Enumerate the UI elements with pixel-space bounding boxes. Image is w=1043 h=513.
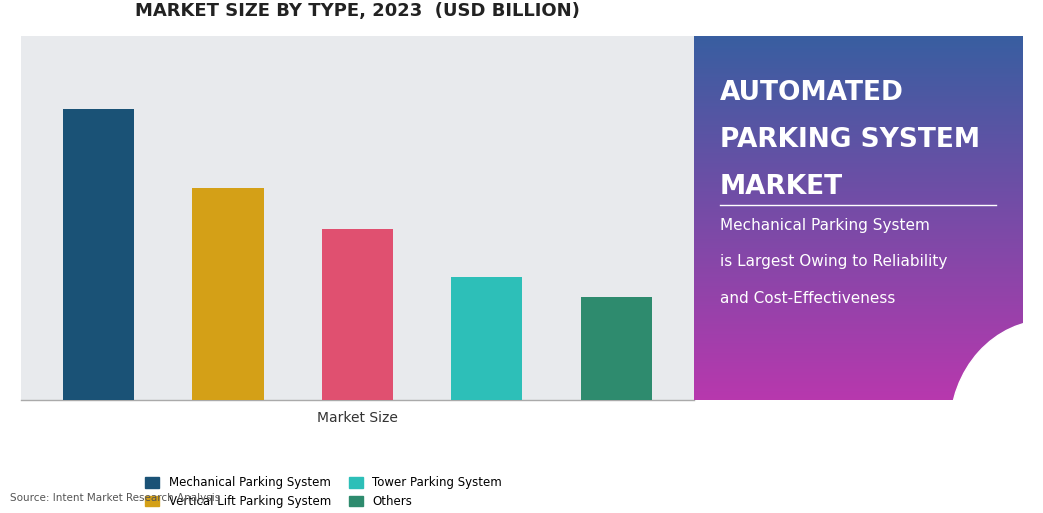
Legend: Mechanical Parking System, Vertical Lift Parking System, Shuttle Parking System,: Mechanical Parking System, Vertical Lift…: [141, 471, 507, 513]
Text: AUTOMATED: AUTOMATED: [720, 80, 904, 106]
Text: PARKING SYSTEM: PARKING SYSTEM: [720, 127, 980, 153]
Circle shape: [950, 320, 1043, 513]
Text: and Cost-Effectiveness: and Cost-Effectiveness: [720, 291, 896, 306]
Bar: [581, 298, 652, 400]
Text: Source: Intent Market Research Analysis: Source: Intent Market Research Analysis: [10, 493, 221, 503]
X-axis label: Market Size: Market Size: [317, 411, 397, 425]
Bar: [452, 277, 523, 400]
Title: MARKET SIZE BY TYPE, 2023  (USD BILLION): MARKET SIZE BY TYPE, 2023 (USD BILLION): [135, 3, 580, 21]
Text: Mechanical Parking System: Mechanical Parking System: [720, 218, 930, 233]
Bar: [321, 229, 393, 400]
Bar: [192, 188, 264, 400]
Text: is Largest Owing to Reliability: is Largest Owing to Reliability: [720, 254, 947, 269]
Bar: [63, 109, 135, 400]
Text: MARKET: MARKET: [720, 174, 843, 200]
